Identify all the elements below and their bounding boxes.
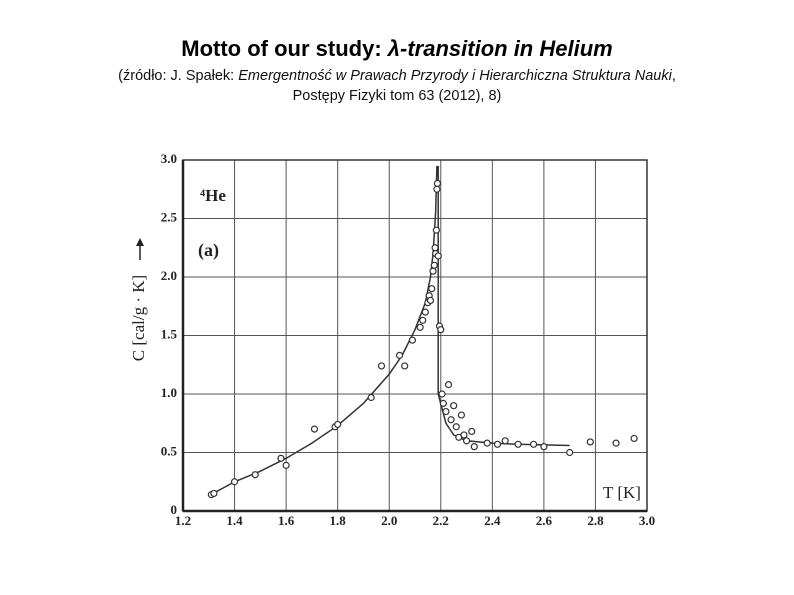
x-tick-label: 1.6 — [278, 513, 295, 528]
data-point — [540, 443, 548, 451]
data-point — [277, 454, 285, 462]
y-axis-label: C [cal/g · K] — [129, 275, 148, 361]
y-tick-label: 2.5 — [161, 209, 178, 224]
data-point — [428, 285, 436, 293]
data-point — [401, 362, 409, 370]
data-point — [367, 393, 375, 402]
data-point — [408, 336, 417, 344]
data-point — [452, 423, 460, 431]
x-tick-label: 2.4 — [484, 513, 501, 528]
y-tick-label: 3.0 — [161, 151, 177, 166]
data-point — [434, 252, 442, 260]
data-point — [586, 438, 594, 446]
x-tick-label: 1.4 — [226, 513, 243, 528]
y-tick-label: 0 — [171, 502, 178, 517]
data-point — [421, 308, 429, 316]
data-point — [470, 443, 478, 451]
x-tick-label: 2.8 — [587, 513, 604, 528]
source-title: Emergentność w Prawach Przyrody i Hierar… — [238, 68, 672, 84]
data-point — [419, 316, 427, 324]
data-point — [377, 362, 386, 370]
annotation: ⁴He — [200, 186, 226, 205]
data-point — [334, 420, 342, 429]
data-point — [501, 437, 509, 445]
x-tick-label: 1.8 — [330, 513, 347, 528]
data-point — [433, 185, 441, 193]
data-point — [447, 416, 455, 424]
data-point — [493, 440, 502, 448]
x-tick-label: 2.2 — [433, 513, 449, 528]
data-point — [566, 448, 574, 457]
data-point — [433, 179, 442, 187]
data-point — [251, 471, 259, 479]
data-point — [437, 326, 445, 334]
annotation: (a) — [198, 240, 219, 261]
source-line-2: Postępy Fizyki tom 63 (2012), 8) — [292, 88, 502, 104]
slide-title: Motto of our study: λ-transition in Heli… — [0, 36, 794, 62]
data-point — [230, 478, 239, 486]
data-point — [630, 434, 638, 443]
data-point — [416, 323, 424, 331]
x-tick-label: 3.0 — [639, 513, 655, 528]
data-point — [429, 267, 437, 275]
data-point — [282, 461, 290, 469]
data-point — [483, 439, 491, 447]
x-tick-label: 2.0 — [381, 513, 397, 528]
x-tick-label: 2.6 — [536, 513, 553, 528]
data-point — [529, 440, 538, 448]
data-point — [460, 431, 468, 439]
data-point — [395, 351, 404, 359]
x-tick-label: 1.2 — [175, 513, 191, 528]
data-point — [514, 440, 522, 448]
data-point — [430, 261, 438, 269]
data-point — [468, 427, 476, 436]
data-point — [442, 407, 450, 416]
title-italic: λ-transition in Helium — [387, 36, 613, 61]
title-text: Motto of our study: — [181, 36, 382, 61]
y-tick-label: 2.0 — [161, 268, 177, 283]
data-point — [438, 390, 446, 398]
data-point — [457, 411, 465, 419]
data-point — [612, 439, 620, 447]
x-axis-label: T [K] — [603, 483, 641, 502]
y-tick-label: 1.0 — [161, 385, 177, 400]
data-point — [210, 489, 218, 498]
data-point — [426, 296, 435, 304]
axis-arrow-head — [136, 238, 144, 246]
data-point — [439, 399, 447, 407]
data-point — [310, 425, 319, 433]
source-comma: , — [671, 68, 676, 84]
source-line-1: (źródło: J. Spałek: Emergentność w Prawa… — [0, 68, 794, 84]
data-point — [431, 244, 439, 252]
source-prefix: (źródło: J. Spałek: — [118, 68, 235, 84]
y-tick-label: 1.5 — [161, 326, 178, 341]
y-tick-label: 0.5 — [161, 443, 178, 458]
data-point — [462, 437, 471, 445]
data-point — [444, 381, 453, 389]
data-point — [432, 226, 440, 234]
data-point — [450, 402, 458, 410]
